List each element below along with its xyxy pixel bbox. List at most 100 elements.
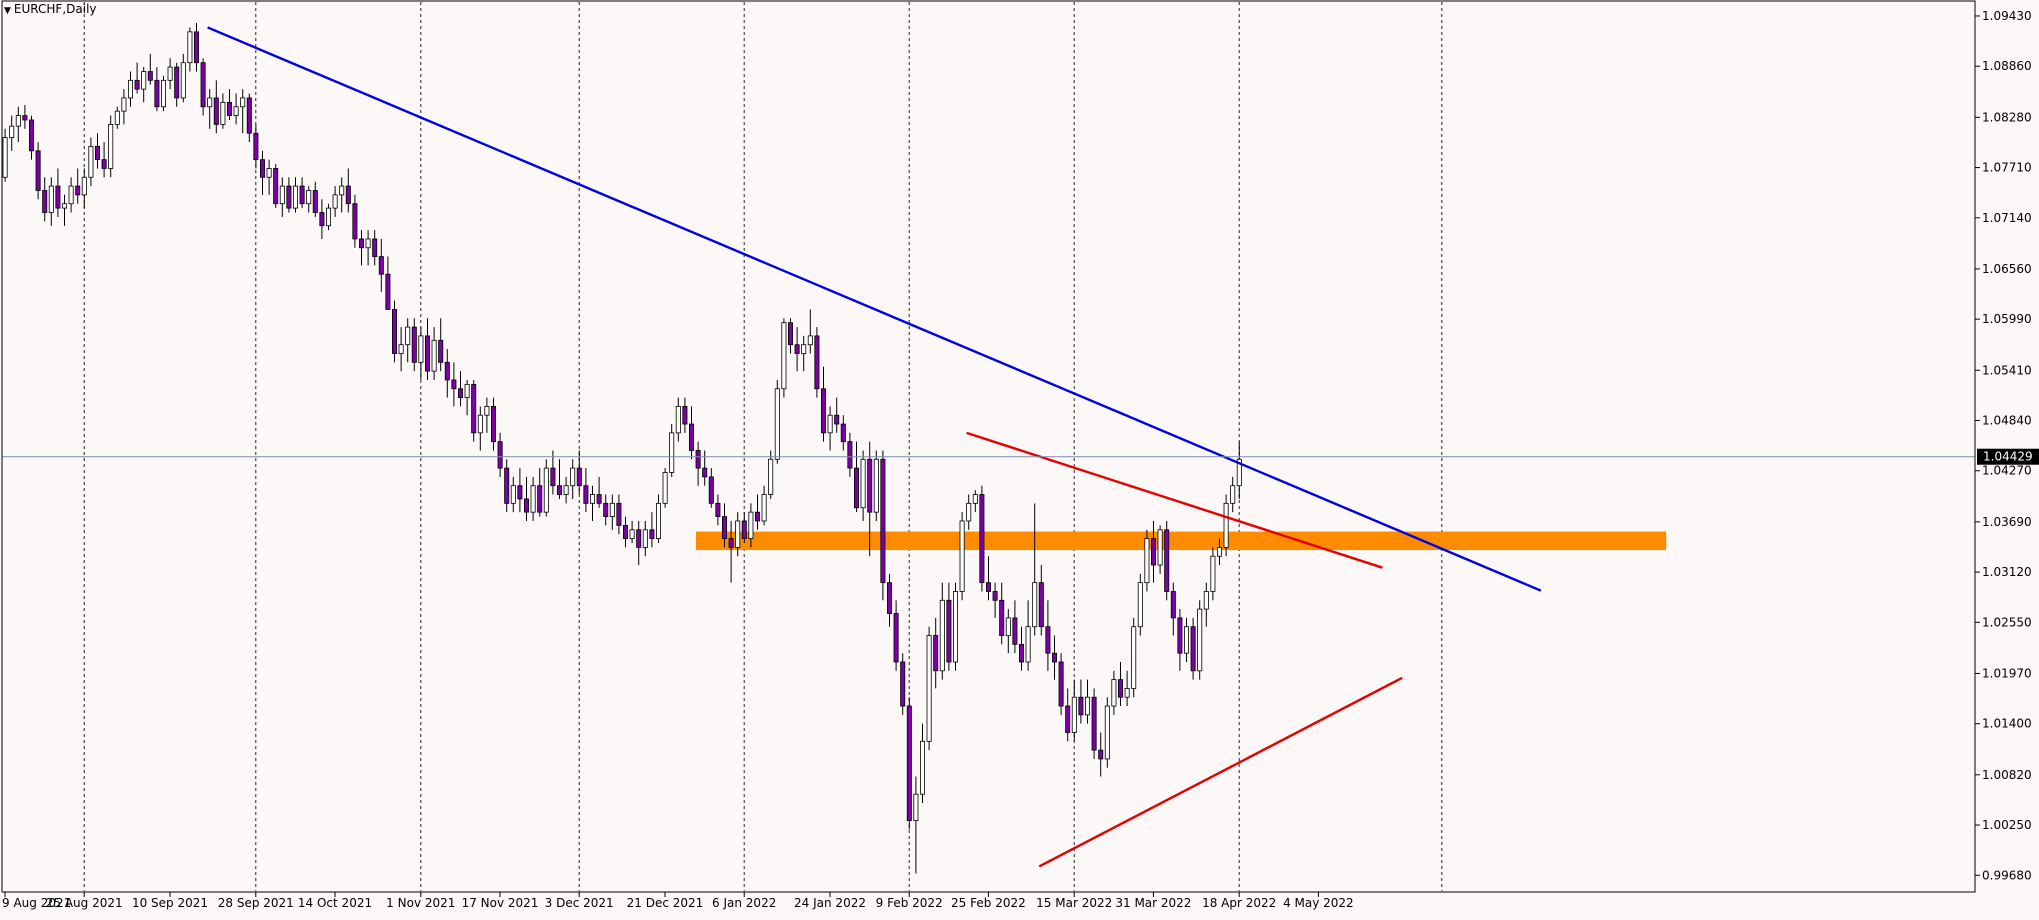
candle-bullish xyxy=(662,472,668,504)
candle-bearish xyxy=(722,516,728,539)
candle-bullish xyxy=(768,458,774,495)
x-tick-label: 25 Feb 2022 xyxy=(951,896,1026,910)
candle-bearish xyxy=(253,132,259,161)
candle-bullish xyxy=(1005,617,1011,636)
candle-bearish xyxy=(286,185,292,209)
candle-bearish xyxy=(1098,749,1104,760)
candle-bearish xyxy=(596,494,602,504)
candle-bullish xyxy=(292,185,298,209)
x-tick-label: 10 Sep 2021 xyxy=(132,896,208,910)
candle-bullish xyxy=(127,79,133,99)
symbol-title: ▼ EURCHF,Daily xyxy=(4,2,97,16)
candle-bearish xyxy=(490,406,496,443)
candle-bearish xyxy=(867,458,873,513)
candle-bullish xyxy=(1124,688,1130,698)
candle-bearish xyxy=(174,66,180,99)
candle-bullish xyxy=(1025,626,1031,663)
candle-bullish xyxy=(477,414,483,434)
candle-bullish xyxy=(365,238,371,249)
candle-bearish xyxy=(906,705,912,822)
candle-bullish xyxy=(1144,538,1150,584)
y-tick-label: 1.07710 xyxy=(1982,161,2032,175)
candle-bullish xyxy=(590,494,596,504)
candle-bullish xyxy=(1236,458,1242,487)
x-tick-label: 4 May 2022 xyxy=(1283,896,1354,910)
x-tick-label: 6 Jan 2022 xyxy=(712,896,776,910)
candle-bearish xyxy=(636,529,642,548)
candle-bearish xyxy=(999,599,1005,636)
candle-bullish xyxy=(88,146,94,178)
y-tick-label: 1.07140 xyxy=(1982,211,2032,225)
candle-bearish xyxy=(854,467,860,509)
candle-bullish xyxy=(1223,502,1229,548)
candle-bullish xyxy=(1217,547,1223,557)
candle-bearish xyxy=(603,502,609,517)
candle-bullish xyxy=(108,123,114,169)
price-axis[interactable]: 1.09430 1.08860 1.08280 1.07710 1.07140 1.065… xyxy=(1975,9,2032,882)
candle-bullish xyxy=(81,176,87,196)
descending-resistance-trendline xyxy=(207,26,1542,592)
y-tick-label: 1.01970 xyxy=(1982,666,2032,680)
candle-bullish xyxy=(431,339,437,372)
x-tick-label: 31 Mar 2022 xyxy=(1115,896,1191,910)
candle-bullish xyxy=(675,406,681,434)
candle-bullish xyxy=(629,529,635,539)
candle-bullish xyxy=(68,185,74,205)
candle-bullish xyxy=(774,388,780,460)
candle-bearish xyxy=(378,256,384,275)
candle-bullish xyxy=(563,485,569,495)
candle-bearish xyxy=(576,467,582,487)
x-tick-label: 25 Aug 2021 xyxy=(46,896,123,910)
candle-bearish xyxy=(471,383,477,434)
y-tick-label: 1.00250 xyxy=(1982,818,2032,832)
candle-bullish xyxy=(325,207,331,227)
candle-bullish xyxy=(642,529,648,548)
candle-bullish xyxy=(48,185,54,213)
candle-bullish xyxy=(913,793,919,822)
candle-bearish xyxy=(193,31,199,64)
candle-bearish xyxy=(95,146,101,161)
candle-bearish xyxy=(728,538,734,548)
candle-bullish xyxy=(1111,679,1117,707)
candle-bearish xyxy=(1065,705,1071,733)
candle-bullish xyxy=(530,485,536,513)
candle-bearish xyxy=(1118,679,1124,698)
y-tick-label: 1.09430 xyxy=(1982,9,2032,23)
candle-bullish xyxy=(1104,705,1110,760)
candle-bearish xyxy=(550,467,556,487)
current-price-label-bg xyxy=(1977,448,2039,465)
vertical-gridlines xyxy=(83,2,1443,891)
x-tick-label: 24 Jan 2022 xyxy=(794,896,866,910)
candle-bullish xyxy=(405,326,411,346)
trendlines[interactable] xyxy=(207,26,1542,868)
candle-bearish xyxy=(1012,617,1018,645)
candle-bearish xyxy=(319,212,325,227)
candlesticks xyxy=(2,23,1242,874)
candle-bullish xyxy=(926,635,932,742)
candle-bearish xyxy=(358,238,364,249)
candle-bullish xyxy=(15,115,21,127)
dropdown-triangle-icon[interactable]: ▼ xyxy=(4,6,11,16)
candle-bearish xyxy=(75,185,81,196)
candle-bearish xyxy=(497,441,503,469)
y-tick-label: 1.01400 xyxy=(1982,717,2032,731)
candle-bullish xyxy=(781,322,787,390)
candle-bullish xyxy=(1203,591,1209,610)
candle-bearish xyxy=(517,485,523,500)
x-tick-label: 28 Sep 2021 xyxy=(218,896,294,910)
candle-bullish xyxy=(1157,529,1163,566)
candle-bearish xyxy=(451,379,457,390)
candle-bearish xyxy=(715,502,721,517)
candle-bullish xyxy=(873,458,879,513)
candle-bearish xyxy=(583,485,589,504)
rising-support-trendline xyxy=(1038,676,1403,868)
candle-bullish xyxy=(748,511,754,539)
y-tick-label: 1.06560 xyxy=(1982,262,2032,276)
candle-bullish xyxy=(2,137,8,178)
candle-bearish xyxy=(986,582,992,592)
candle-bullish xyxy=(62,203,68,209)
candle-bearish xyxy=(200,62,206,108)
